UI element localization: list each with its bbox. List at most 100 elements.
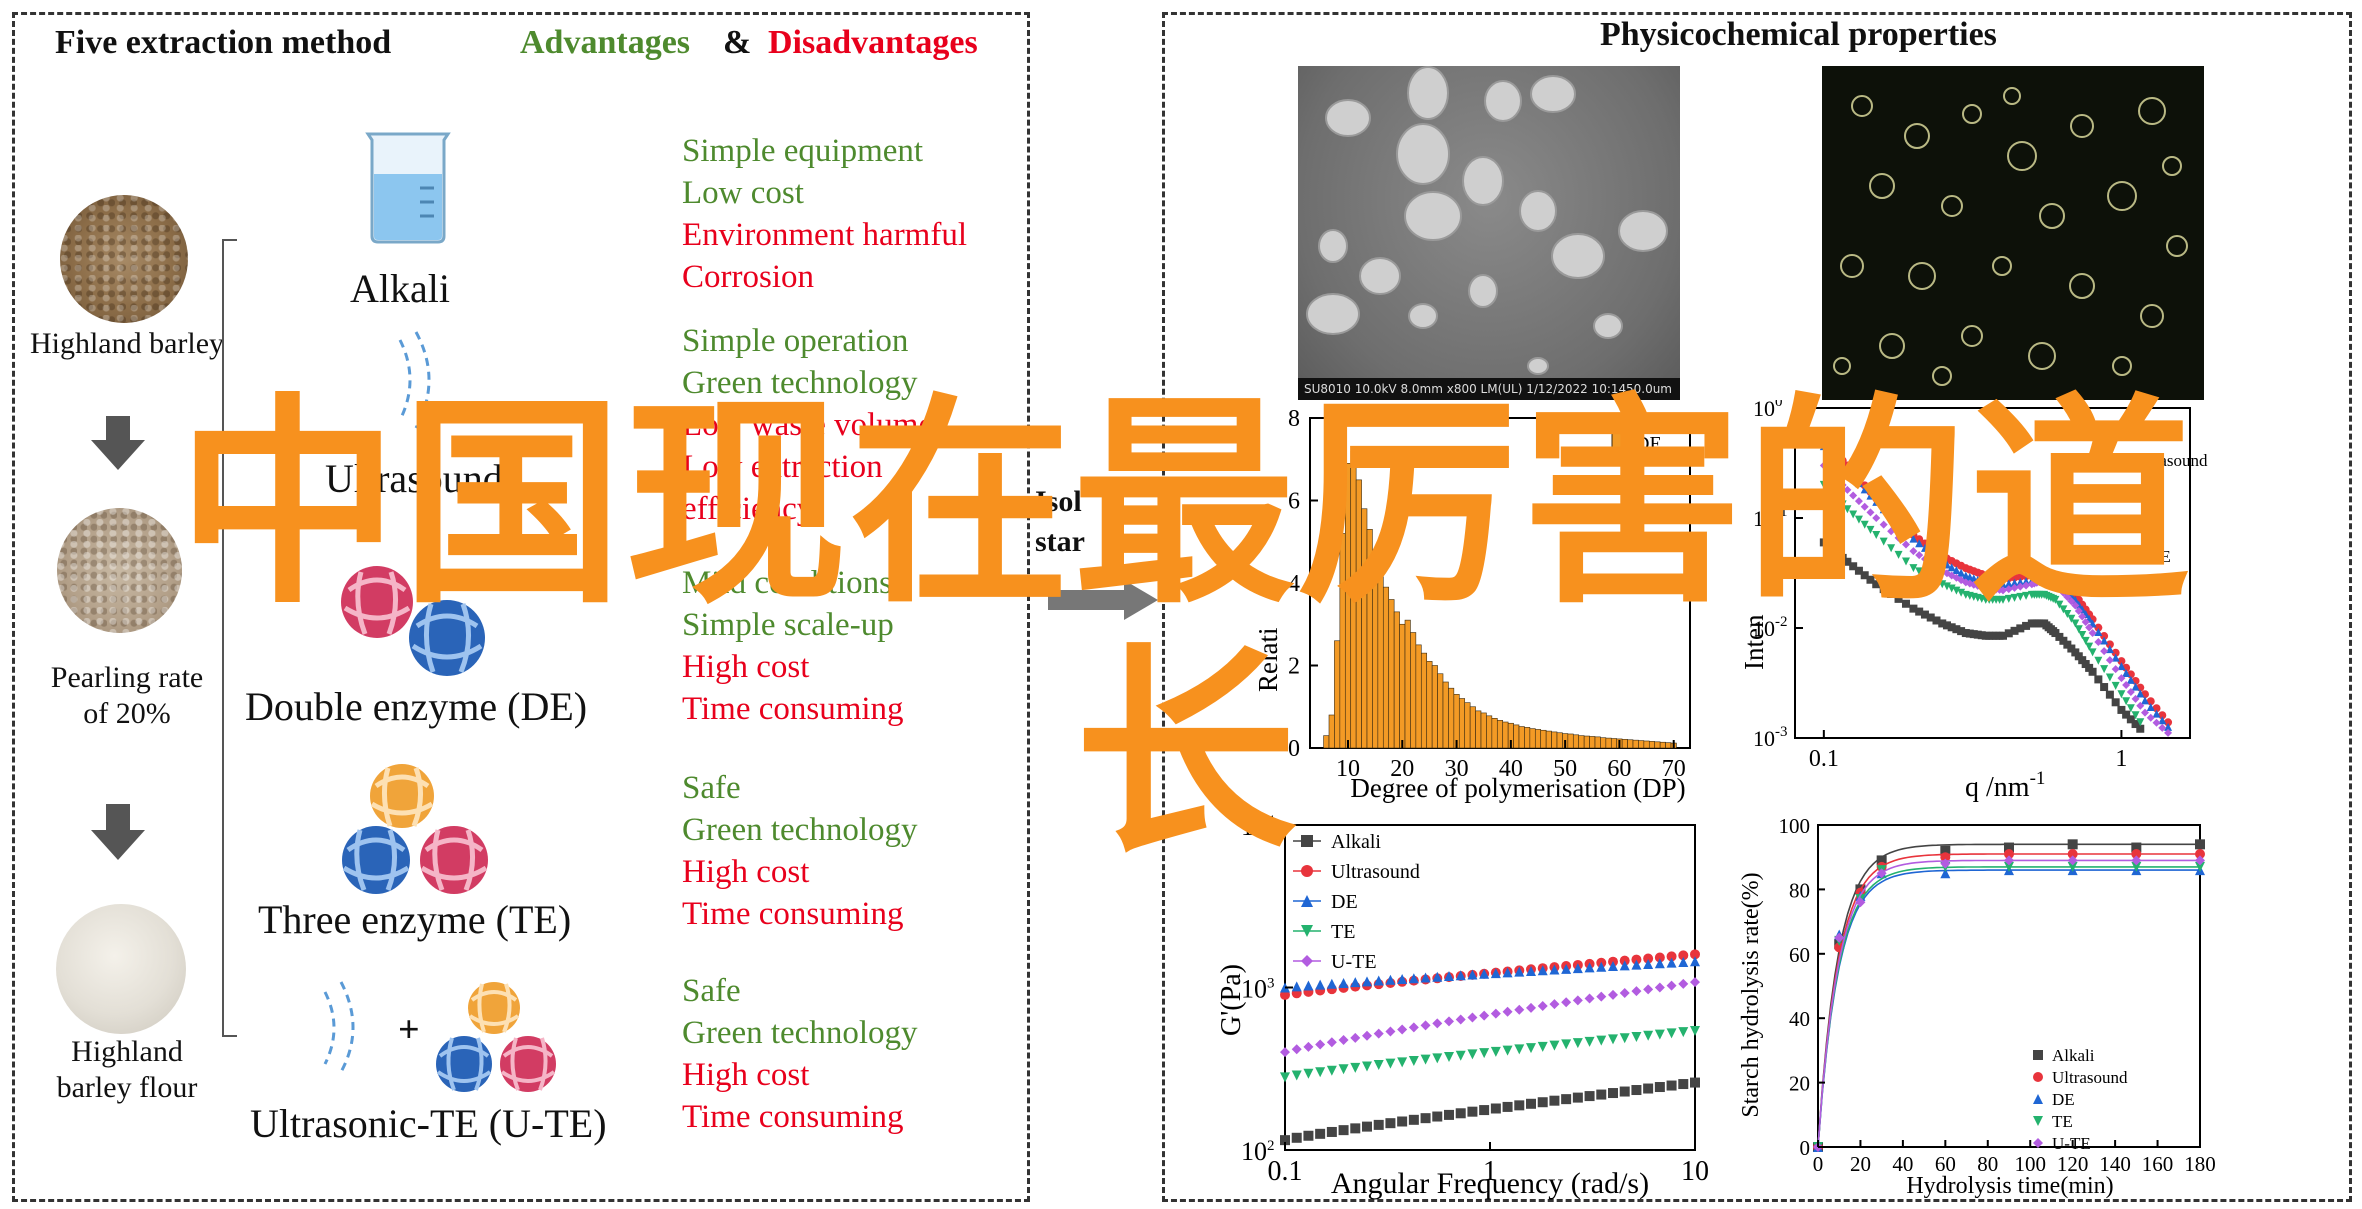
saxs-point (1887, 589, 1896, 598)
rheology-point (1455, 970, 1466, 981)
rheology-point (1420, 1113, 1431, 1124)
saxs-point (2100, 683, 2109, 692)
saxs-point (2122, 668, 2131, 677)
saxs-point (2152, 704, 2161, 713)
dp-bar (1339, 533, 1346, 749)
rheology-point (1373, 1060, 1384, 1071)
hydrolysis-point (1876, 868, 1887, 879)
rheology-point (1291, 981, 1302, 992)
rheology-point (1385, 974, 1396, 985)
rheology-ylabel: G'(Pa) (1216, 964, 1247, 1036)
dp-ytick-label: 8 (1288, 410, 1300, 432)
hydrolysis-legend-marker (2033, 1050, 2043, 1060)
enzyme-icon-pink (420, 826, 488, 894)
saxs-point (1932, 616, 1941, 625)
hydrolysis-point (1940, 845, 1951, 856)
rheology-point (1690, 977, 1700, 988)
saxs-point (1942, 582, 1951, 591)
saxs-point (1938, 580, 1947, 589)
saxs-xlabel-sup: -1 (2030, 768, 2046, 789)
rheology-xtick-label: 1 (1483, 1156, 1497, 1187)
saxs-point (1819, 538, 1828, 547)
saxs-point (1872, 580, 1881, 589)
dp-bar (1464, 702, 1471, 749)
dp-legend-swatch (1611, 431, 1631, 451)
barley-flour-image (56, 904, 186, 1034)
saxs-point (1894, 594, 1903, 603)
hydrolysis-legend-marker (2033, 1094, 2043, 1104)
de-con-2: Time consuming (682, 691, 904, 727)
rheology-point (1362, 1030, 1372, 1041)
saxs-point (1866, 491, 1875, 500)
rheology-point (1338, 1035, 1349, 1046)
saxs-point (2022, 621, 2031, 630)
saxs-point (1942, 621, 1951, 630)
enzyme-icon-blue (436, 1036, 492, 1092)
saxs-point (2158, 723, 2167, 732)
saxs-legend-label: TE (2132, 515, 2153, 534)
saxs-point (2100, 647, 2109, 656)
saxs-point (2010, 593, 2019, 602)
hydrolysis-curve (1817, 869, 2200, 1148)
saxs-point (1854, 566, 1863, 575)
saxs-point (2158, 716, 2167, 725)
saxs-point (2122, 697, 2131, 706)
rheology-point (1584, 962, 1595, 973)
rheology-point (1584, 1036, 1595, 1047)
de-pro-1: Mild conditions (682, 565, 892, 601)
saxs-point (1952, 586, 1961, 595)
rheology-point (1467, 1049, 1478, 1060)
hydrolysis-curve (1817, 843, 2200, 1148)
saxs-point (1942, 569, 1951, 578)
ultrasonic-te-properties: Safe Green technology High cost Time con… (682, 970, 918, 1138)
dp-bar (1545, 730, 1552, 749)
saxs-point (1999, 631, 2008, 640)
saxs-point (2004, 629, 2013, 638)
rheology-ytick-label: 104 (1241, 812, 1275, 841)
dp-bar (1600, 737, 1607, 749)
dp-bar (1469, 706, 1476, 749)
saxs-point (1947, 563, 1956, 572)
hydrolysis-point (2131, 855, 2142, 866)
rheology-point (1654, 982, 1665, 993)
saxs-point (1920, 555, 1929, 564)
saxs-point (1843, 505, 1852, 514)
rheology-point (1596, 991, 1607, 1002)
saxs-point (1999, 595, 2008, 604)
hydrolysis-point (2131, 861, 2142, 872)
saxs-point (1920, 539, 1929, 548)
saxs-point (2055, 600, 2064, 609)
rheology-point (1408, 1114, 1419, 1125)
dp-bar (1572, 734, 1580, 749)
method-label-double-enzyme: Double enzyme (DE) (245, 684, 588, 729)
process-arrow-1-head (91, 440, 145, 470)
saxs-point (1977, 583, 1986, 592)
saxs-point (2094, 675, 2103, 684)
hydrolysis-chart: Alkali Ultrasound DE TE U-TE 0 20 40 60 80 100 120 1… (1738, 814, 2216, 1199)
hydrolysis-point (2067, 839, 2078, 850)
saxs-point (1872, 497, 1881, 506)
rheology-legend-label: Alkali (1331, 831, 1381, 853)
saxs-point (1887, 544, 1896, 553)
rheology-point (1572, 995, 1583, 1006)
saxs-point (2126, 675, 2135, 684)
saxs-point (1932, 553, 1941, 562)
saxs-point (1909, 547, 1918, 556)
saxs-point (1829, 471, 1838, 480)
saxs-point (2059, 588, 2068, 597)
dp-bar (1344, 463, 1352, 749)
rheology-point (1373, 975, 1384, 986)
hydrolysis-xtick-label: 20 (1850, 1152, 1871, 1176)
saxs-ytick-label: 10-2 (1753, 614, 1788, 641)
saxs-point (1999, 586, 2008, 595)
rheology-point (1502, 967, 1513, 978)
dp-bar (1648, 741, 1656, 749)
saxs-point (1819, 442, 1828, 451)
saxs-point (1849, 510, 1858, 519)
rheology-legend-label: U-TE (1331, 951, 1377, 973)
rheology-point (1291, 1070, 1302, 1081)
isolation-label-line-1: Isol (1035, 485, 1082, 518)
rheology-point (1502, 1045, 1513, 1056)
saxs-legend-label: Ultrasound (2132, 451, 2208, 470)
